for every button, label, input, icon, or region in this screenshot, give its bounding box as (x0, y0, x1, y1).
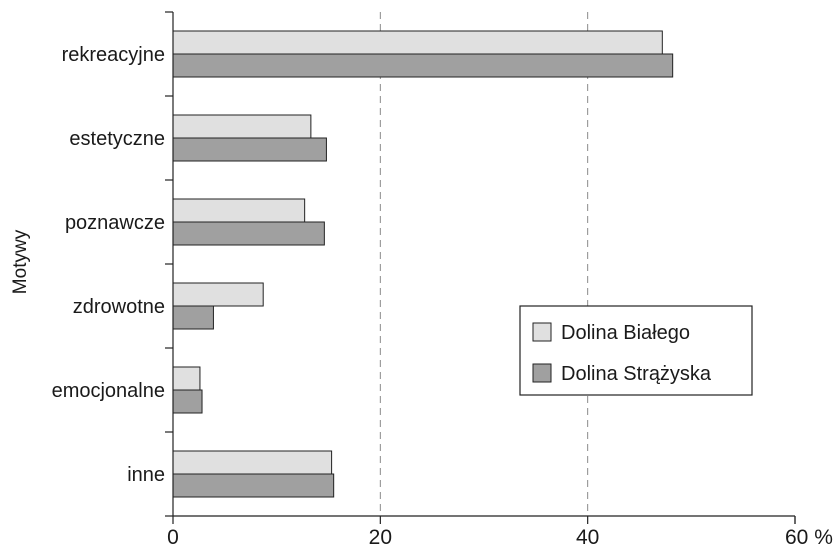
bar-zdrowotne-dolina-strazyska (172, 305, 214, 330)
bar-rekreacyjne-dolina-bialego (172, 30, 663, 55)
axes (165, 11, 796, 524)
category-label-emocjonalne: emocjonalne (52, 380, 165, 402)
category-label-rekreacyjne: rekreacyjne (62, 44, 165, 66)
category-labels: rekreacyjne estetyczne poznawcze zdrowotne e… (52, 44, 165, 486)
legend-label-dolina-bialego: Dolina Białego (561, 322, 690, 344)
x-tick-label-40: 40 (576, 526, 599, 549)
bar-inne-dolina-strazyska (172, 473, 335, 498)
x-tick-label-20: 20 (369, 526, 392, 549)
bar-rekreacyjne-dolina-strazyska (172, 53, 674, 78)
bar-inne-dolina-bialego (172, 450, 333, 475)
bar-zdrowotne-dolina-bialego (172, 282, 264, 307)
x-tick-labels: 0 20 40 60 % (167, 526, 833, 549)
bar-estetyczne-dolina-bialego (172, 114, 312, 139)
legend-label-dolina-strazyska: Dolina Strążyska (561, 363, 712, 385)
category-label-poznawcze: poznawcze (65, 212, 165, 234)
category-label-zdrowotne: zdrowotne (73, 296, 165, 318)
legend-swatch-dolina-strazyska (532, 363, 552, 383)
y-axis-title: Motywy (10, 229, 31, 294)
category-label-estetyczne: estetyczne (69, 128, 165, 150)
x-tick-label-60: 60 % (785, 526, 833, 549)
category-label-inne: inne (127, 464, 165, 486)
bar-emocjonalne-dolina-bialego (172, 366, 201, 391)
x-tick-label-0: 0 (167, 526, 179, 549)
bar-estetyczne-dolina-strazyska (172, 137, 327, 162)
legend: Dolina Białego Dolina Strążyska (519, 305, 753, 396)
bar-poznawcze-dolina-bialego (172, 198, 306, 223)
legend-swatch-dolina-bialego (532, 322, 552, 342)
bar-poznawcze-dolina-strazyska (172, 221, 325, 246)
bars (172, 30, 674, 498)
bar-emocjonalne-dolina-strazyska (172, 389, 203, 414)
grid-lines (379, 12, 589, 516)
legend-frame (519, 305, 753, 396)
